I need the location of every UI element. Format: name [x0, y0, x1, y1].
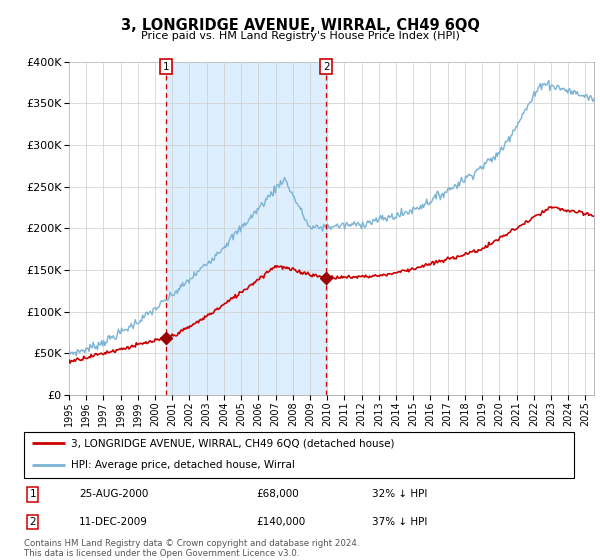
Text: Price paid vs. HM Land Registry's House Price Index (HPI): Price paid vs. HM Land Registry's House …: [140, 31, 460, 41]
Text: 2: 2: [323, 62, 329, 72]
Text: 11-DEC-2009: 11-DEC-2009: [79, 517, 148, 527]
Text: 25-AUG-2000: 25-AUG-2000: [79, 489, 149, 500]
Text: 1: 1: [163, 62, 170, 72]
Text: £68,000: £68,000: [256, 489, 299, 500]
Text: £140,000: £140,000: [256, 517, 305, 527]
Text: 3, LONGRIDGE AVENUE, WIRRAL, CH49 6QQ (detached house): 3, LONGRIDGE AVENUE, WIRRAL, CH49 6QQ (d…: [71, 438, 394, 448]
Text: 1: 1: [29, 489, 36, 500]
Text: Contains HM Land Registry data © Crown copyright and database right 2024.
This d: Contains HM Land Registry data © Crown c…: [24, 539, 359, 558]
Text: 37% ↓ HPI: 37% ↓ HPI: [372, 517, 427, 527]
Bar: [166, 62, 326, 395]
Text: 2: 2: [29, 517, 36, 527]
Text: 3, LONGRIDGE AVENUE, WIRRAL, CH49 6QQ: 3, LONGRIDGE AVENUE, WIRRAL, CH49 6QQ: [121, 18, 479, 33]
Text: 32% ↓ HPI: 32% ↓ HPI: [372, 489, 427, 500]
Text: HPI: Average price, detached house, Wirral: HPI: Average price, detached house, Wirr…: [71, 460, 295, 470]
FancyBboxPatch shape: [24, 432, 574, 478]
